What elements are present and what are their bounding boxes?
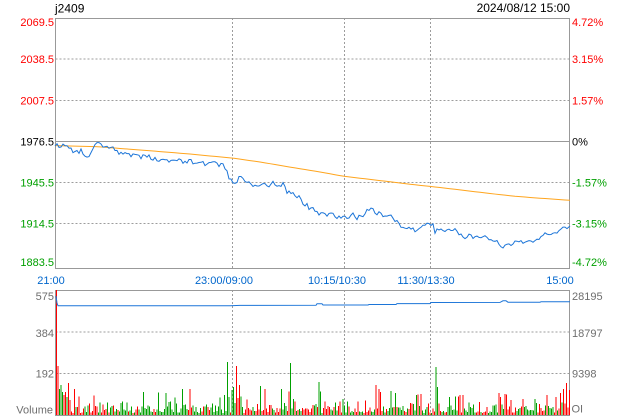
svg-text:18797: 18797 <box>572 328 603 340</box>
svg-text:11:30/13:30: 11:30/13:30 <box>397 275 454 287</box>
svg-text:-3.15%: -3.15% <box>572 219 607 231</box>
svg-text:10:15/10:30: 10:15/10:30 <box>308 275 366 287</box>
svg-text:1.57%: 1.57% <box>572 95 603 107</box>
svg-text:192: 192 <box>36 369 54 381</box>
svg-text:0%: 0% <box>572 136 588 148</box>
svg-text:23:00/09:00: 23:00/09:00 <box>195 275 253 287</box>
svg-text:2069.5: 2069.5 <box>20 17 54 29</box>
svg-text:1883.5: 1883.5 <box>20 257 54 269</box>
svg-text:-4.72%: -4.72% <box>572 257 607 269</box>
svg-text:21:00: 21:00 <box>37 275 65 287</box>
svg-text:9398: 9398 <box>572 369 596 381</box>
svg-text:1976.5: 1976.5 <box>20 136 54 148</box>
svg-text:1914.5: 1914.5 <box>20 219 54 231</box>
svg-text:Volume: Volume <box>16 405 53 417</box>
svg-text:2007.5: 2007.5 <box>20 95 54 107</box>
svg-text:384: 384 <box>36 328 54 340</box>
svg-text:1945.5: 1945.5 <box>20 178 54 190</box>
svg-text:OI: OI <box>572 404 584 416</box>
svg-text:-1.57%: -1.57% <box>572 178 607 190</box>
svg-text:28195: 28195 <box>572 291 603 303</box>
svg-text:3.15%: 3.15% <box>572 54 603 66</box>
svg-text:15:00: 15:00 <box>546 275 574 287</box>
svg-text:575: 575 <box>36 291 54 303</box>
svg-text:j2409: j2409 <box>54 2 85 16</box>
svg-text:4.72%: 4.72% <box>572 17 603 29</box>
svg-text:2024/08/12 15:00: 2024/08/12 15:00 <box>477 1 571 15</box>
svg-text:2038.5: 2038.5 <box>20 54 54 66</box>
